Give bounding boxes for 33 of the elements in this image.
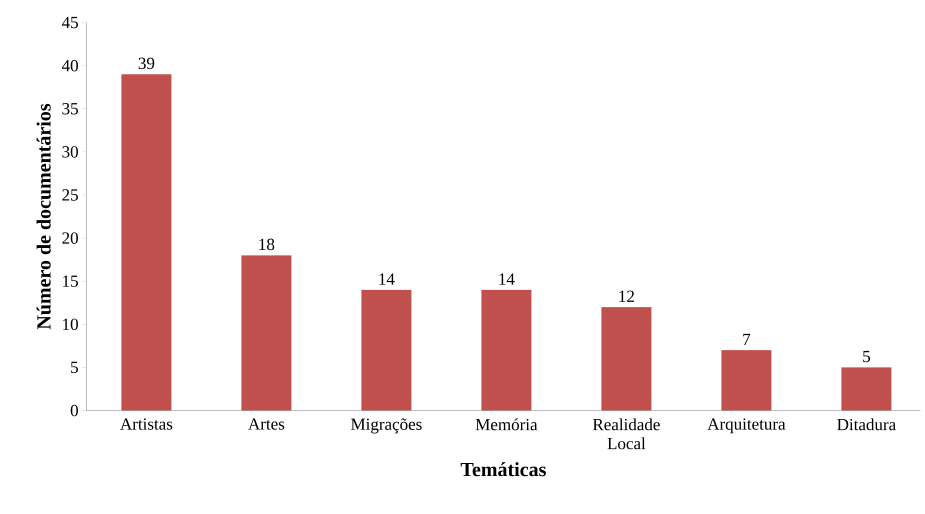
x-tick-label: Memória — [476, 418, 538, 430]
data-label: 12 — [619, 290, 634, 302]
bar — [721, 350, 772, 411]
bar — [481, 290, 532, 411]
data-label: 5 — [863, 350, 870, 362]
x-axis-title: Temáticas — [460, 462, 546, 476]
y-axis-title: Número de documentários — [36, 104, 51, 330]
y-tick-label: 35 — [62, 103, 78, 114]
y-tick-label: 5 — [71, 362, 78, 374]
x-tick-label: Arquitetura — [707, 418, 786, 434]
bar — [121, 74, 172, 411]
x-tick-label: Artes — [248, 418, 284, 430]
x-tick-label: Artistas — [120, 418, 172, 430]
y-tick-label: 15 — [63, 276, 78, 287]
y-tick-label: 20 — [62, 232, 78, 244]
data-label: 7 — [743, 334, 750, 345]
bar — [841, 367, 892, 411]
data-label: 14 — [379, 273, 395, 285]
x-tick-label: Ditadura — [837, 418, 896, 430]
y-tick-label: 10 — [63, 318, 78, 330]
y-tick-label: 45 — [62, 16, 78, 28]
data-label: 18 — [259, 238, 274, 250]
data-label: 14 — [499, 273, 515, 285]
bar — [361, 290, 412, 411]
bar — [241, 255, 292, 411]
y-tick-label: 40 — [62, 60, 78, 72]
y-tick-label: 0 — [70, 404, 78, 416]
y-tick-label: 30 — [62, 146, 78, 158]
x-tick-label: Realidade Local — [592, 418, 660, 450]
y-tick-label: 25 — [62, 189, 78, 201]
x-tick-label: Migrações — [351, 418, 422, 434]
bar — [601, 307, 652, 411]
data-label: 39 — [138, 58, 154, 70]
